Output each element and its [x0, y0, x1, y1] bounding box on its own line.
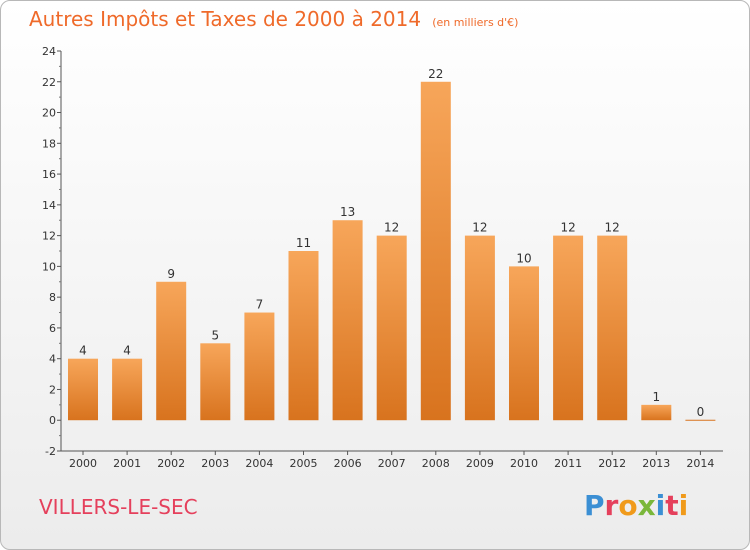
- data-label-2010: 10: [516, 251, 531, 265]
- x-tick-label-2001: 2001: [113, 457, 141, 470]
- bar-2009: [464, 235, 495, 421]
- logo-letter: P: [584, 489, 605, 522]
- data-label-2011: 12: [560, 221, 575, 235]
- bar-2010: [509, 266, 539, 421]
- logo-letter: r: [604, 489, 619, 522]
- logo-letter: t: [665, 489, 679, 522]
- bar-2003: [200, 343, 231, 421]
- y-tick-label: 24: [42, 45, 56, 58]
- y-tick-label: 2: [49, 383, 56, 396]
- x-tick-label-2007: 2007: [378, 457, 406, 470]
- x-tick-label-2002: 2002: [157, 457, 185, 470]
- x-tick-label-2010: 2010: [510, 457, 538, 470]
- bar-2001: [112, 358, 143, 421]
- data-label-2008: 22: [428, 67, 443, 81]
- y-tick-label: 18: [42, 137, 56, 150]
- y-tick-label: 16: [42, 168, 56, 181]
- logo-letter: x: [637, 489, 656, 522]
- y-tick-label: 6: [49, 322, 56, 335]
- data-label-2000: 4: [79, 344, 87, 358]
- bar-2011: [553, 235, 584, 421]
- y-tick-label: 8: [49, 291, 56, 304]
- y-tick-label: 0: [49, 414, 56, 427]
- y-tick-label: 22: [42, 76, 56, 89]
- x-tick-label-2011: 2011: [554, 457, 582, 470]
- data-label-2007: 12: [384, 221, 399, 235]
- x-tick-label-2004: 2004: [245, 457, 273, 470]
- bar-2007: [376, 235, 407, 421]
- x-tick-label-2003: 2003: [201, 457, 229, 470]
- logo-letter: o: [618, 489, 638, 522]
- data-label-2003: 5: [211, 328, 219, 342]
- chart-title: Autres Impôts et Taxes de 2000 à 2014: [29, 7, 422, 31]
- bar-2008: [420, 81, 451, 421]
- bar-2000: [68, 358, 98, 421]
- bar-2012: [597, 235, 628, 421]
- bar-2002: [156, 281, 187, 421]
- chart-unit-label: (en milliers d'€): [432, 16, 519, 29]
- y-tick-label: 12: [42, 230, 56, 243]
- x-tick-label-2013: 2013: [642, 457, 670, 470]
- data-label-2006: 13: [340, 205, 355, 219]
- logo-letter: i: [655, 489, 666, 522]
- x-tick-label-2006: 2006: [334, 457, 362, 470]
- commune-name: VILLERS-LE-SEC: [39, 495, 198, 519]
- data-label-2013: 1: [652, 390, 660, 404]
- x-tick-label-2009: 2009: [466, 457, 494, 470]
- bar-2006: [332, 220, 363, 421]
- bar-2005: [288, 251, 319, 421]
- data-label-2005: 11: [296, 236, 311, 250]
- x-tick-label-2014: 2014: [686, 457, 714, 470]
- data-label-2001: 4: [123, 344, 131, 358]
- data-label-2002: 9: [167, 267, 175, 281]
- y-tick-label: 20: [42, 107, 56, 120]
- bar-2004: [244, 312, 275, 421]
- y-tick-label: 14: [42, 199, 56, 212]
- chart-title-line: Autres Impôts et Taxes de 2000 à 2014 (e…: [29, 7, 518, 31]
- logo-letter: i: [678, 489, 689, 522]
- x-tick-label-2000: 2000: [69, 457, 97, 470]
- proxiti-logo: Proxiti: [584, 489, 688, 522]
- y-tick-label: 10: [42, 260, 56, 273]
- x-tick-label-2012: 2012: [598, 457, 626, 470]
- y-tick-label: -2: [45, 445, 56, 458]
- data-label-2009: 12: [472, 221, 487, 235]
- bar-2013: [641, 404, 672, 421]
- x-tick-label-2005: 2005: [290, 457, 318, 470]
- data-label-2014: 0: [697, 405, 705, 419]
- x-tick-label-2008: 2008: [422, 457, 450, 470]
- y-tick-label: 4: [49, 353, 56, 366]
- data-label-2004: 7: [256, 298, 264, 312]
- data-label-2012: 12: [605, 221, 620, 235]
